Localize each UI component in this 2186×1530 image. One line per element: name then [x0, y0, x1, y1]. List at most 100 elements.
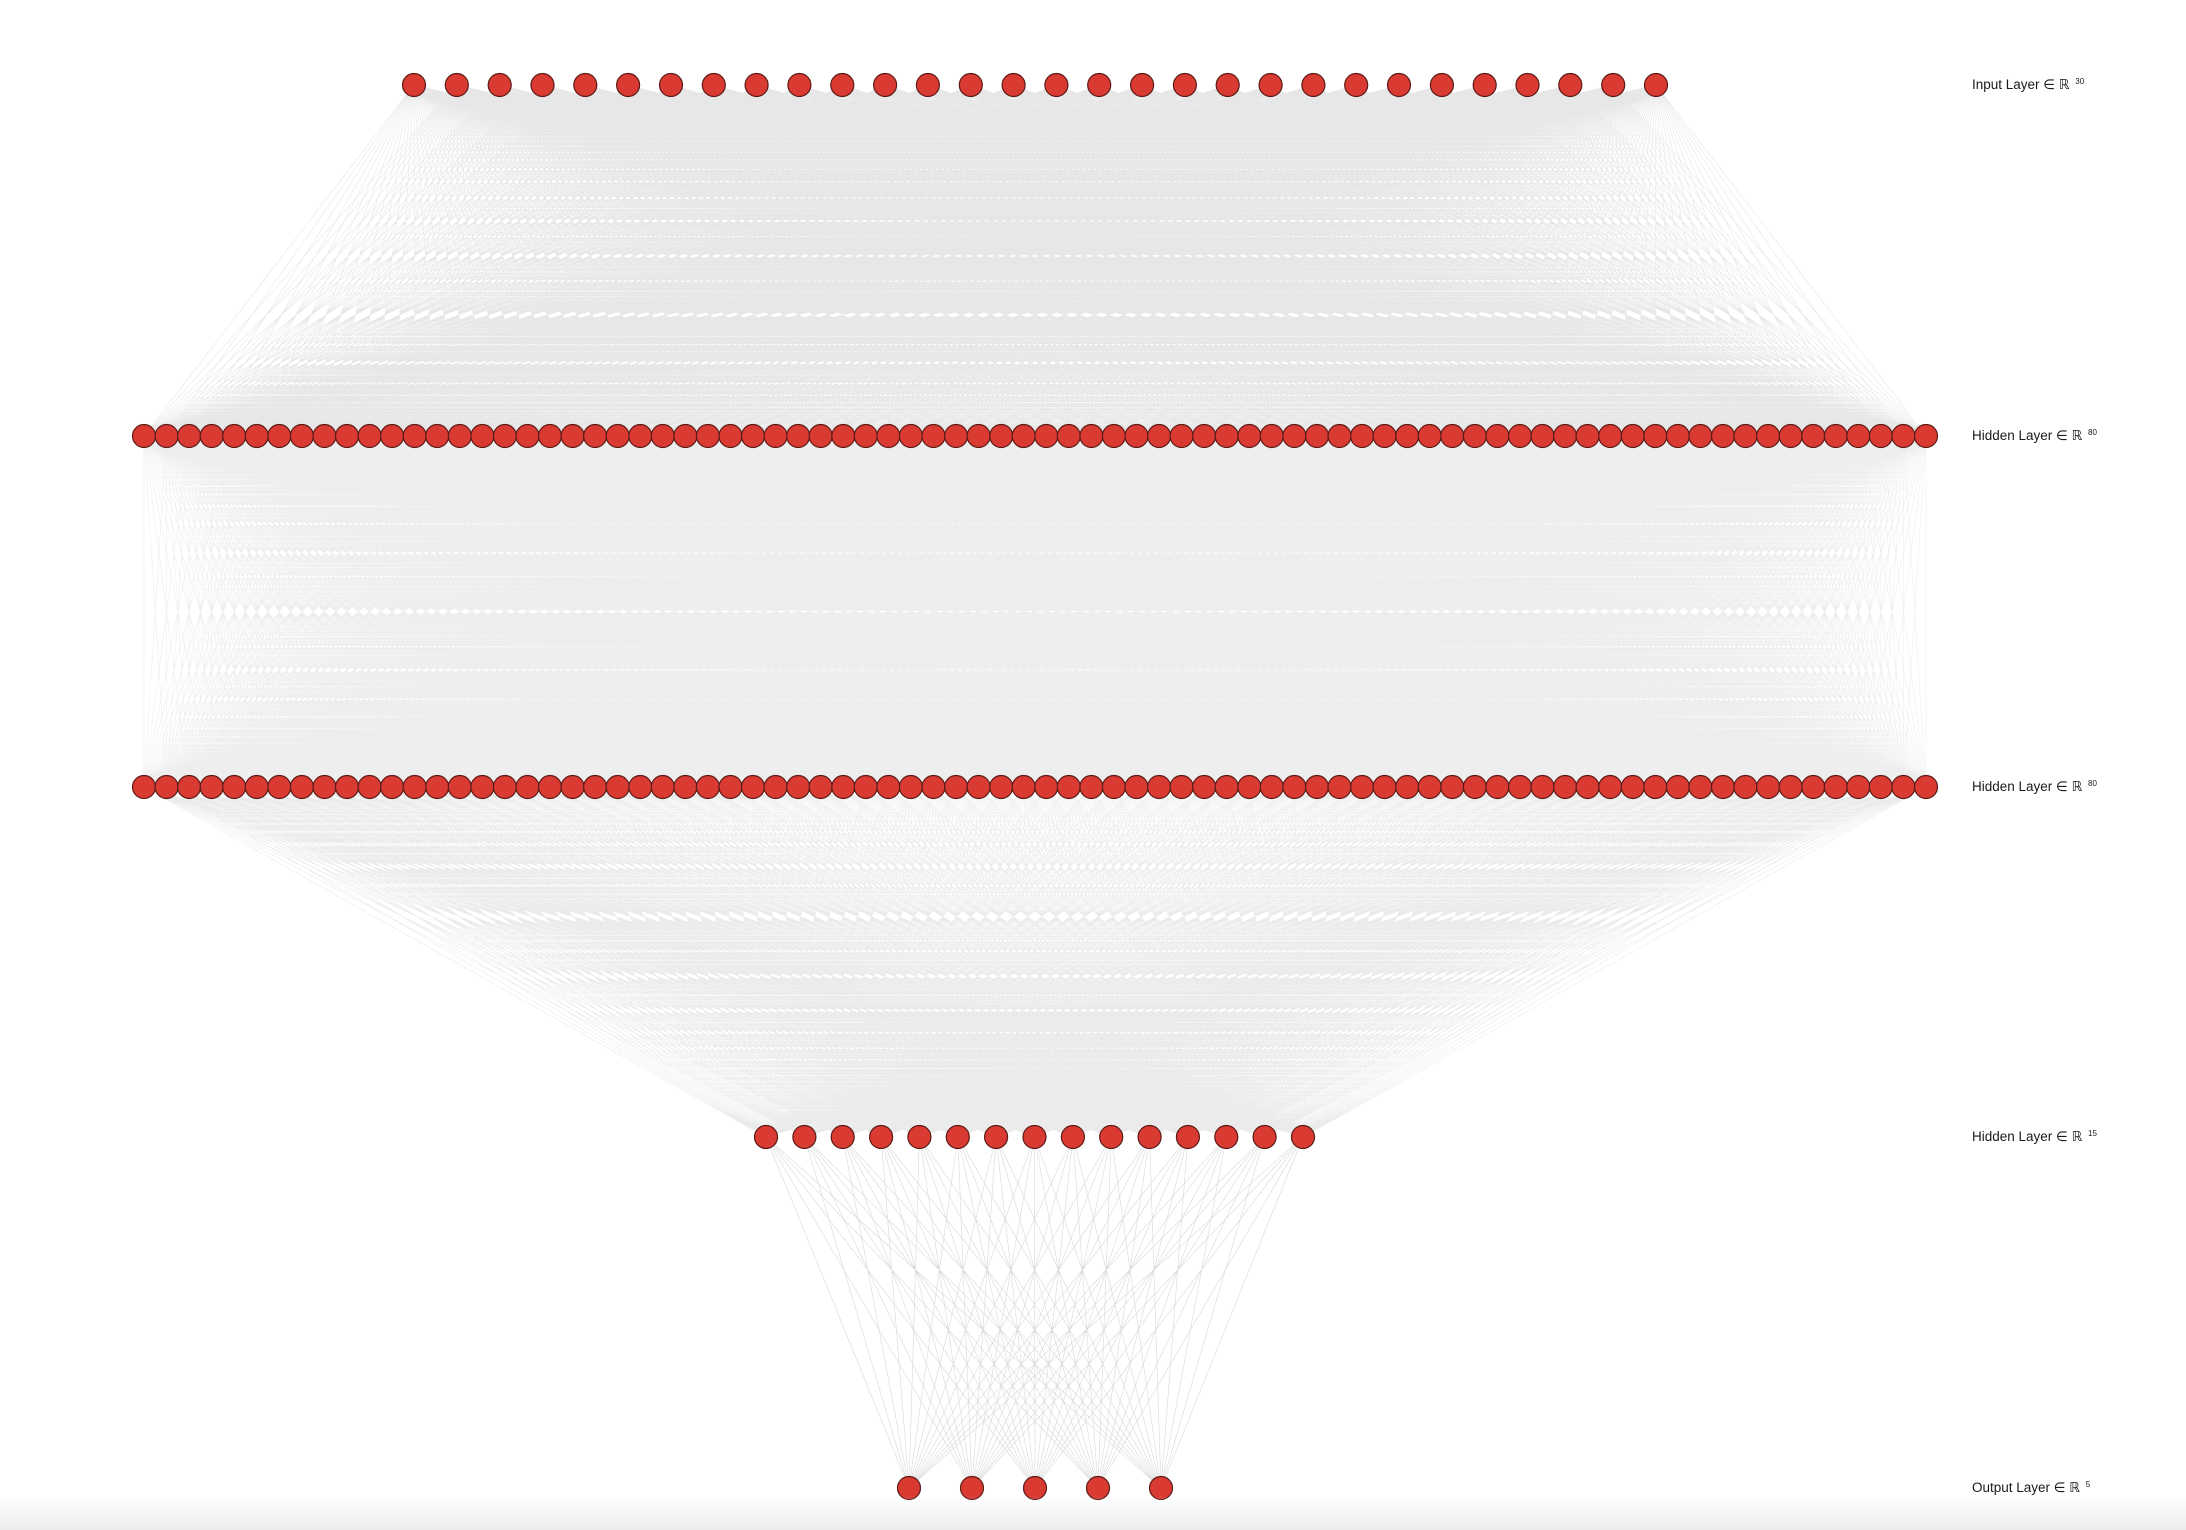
- node-hidden1-59: [1440, 423, 1465, 449]
- node-input-29: [1601, 72, 1626, 98]
- node-hidden2-41: [1034, 774, 1059, 800]
- node-hidden2-21: [582, 774, 608, 800]
- node-input-7: [658, 72, 684, 98]
- node-hidden1-58: [1417, 423, 1442, 449]
- node-hidden3-15: [1290, 1124, 1316, 1150]
- layer-label-input: Input Layer ∈ ℝ 30: [1972, 77, 2085, 92]
- node-hidden1-61: [1485, 423, 1510, 449]
- node-input-27: [1515, 72, 1540, 98]
- node-hidden2-40: [1011, 774, 1036, 800]
- layer-hidden2-nodes: [131, 774, 1939, 800]
- layer-label-hidden-2-dim: 80: [2088, 779, 2097, 788]
- node-hidden1-12: [380, 423, 405, 449]
- node-hidden2-63: [1530, 774, 1555, 800]
- node-hidden1-14: [425, 423, 450, 449]
- layer-label-output-dim: 5: [2086, 1480, 2091, 1489]
- layer-hidden1-nodes: [131, 423, 1939, 449]
- node-hidden2-62: [1507, 774, 1533, 800]
- node-hidden1-54: [1327, 423, 1352, 449]
- node-hidden1-76: [1823, 423, 1848, 449]
- node-hidden1-67: [1620, 423, 1645, 449]
- node-hidden1-8: [289, 423, 314, 449]
- edges-hidden2-to-hidden3: [143, 786, 1927, 1138]
- node-hidden1-46: [1146, 423, 1172, 449]
- node-hidden2-8: [289, 774, 314, 800]
- node-hidden1-6: [244, 423, 269, 449]
- node-hidden3-12: [1175, 1124, 1201, 1150]
- node-input-6: [615, 72, 641, 98]
- node-hidden2-12: [380, 774, 405, 800]
- node-hidden1-42: [1056, 423, 1081, 449]
- node-hidden1-73: [1755, 423, 1781, 449]
- node-hidden2-68: [1643, 774, 1668, 800]
- node-input-9: [744, 72, 769, 98]
- node-hidden1-22: [605, 423, 630, 449]
- layer-label-output: Output Layer ∈ ℝ 5: [1972, 1480, 2091, 1495]
- node-hidden2-43: [1079, 774, 1104, 800]
- node-hidden2-76: [1823, 774, 1848, 800]
- layer-label-input-dim: 30: [2075, 77, 2084, 86]
- node-hidden2-13: [402, 774, 427, 800]
- node-hidden2-3: [177, 774, 202, 800]
- edges-input-to-hidden1: [143, 84, 1927, 437]
- node-hidden1-30: [786, 423, 811, 449]
- node-hidden1-16: [470, 423, 495, 449]
- node-hidden2-29: [763, 774, 788, 800]
- node-hidden2-42: [1056, 774, 1081, 800]
- labels-group: Input Layer ∈ ℝ 30 Hidden Layer ∈ ℝ 80 H…: [1972, 77, 2097, 1495]
- node-hidden1-66: [1598, 423, 1623, 449]
- node-hidden2-66: [1598, 774, 1623, 800]
- node-hidden2-57: [1395, 774, 1420, 800]
- node-hidden2-44: [1101, 774, 1127, 800]
- node-hidden1-39: [989, 423, 1014, 449]
- node-hidden2-15: [447, 774, 472, 800]
- node-input-19: [1172, 72, 1198, 98]
- node-input-22: [1301, 72, 1326, 98]
- node-hidden1-47: [1169, 423, 1194, 449]
- bottom-shade: [0, 1496, 2186, 1530]
- node-hidden2-27: [718, 774, 743, 800]
- node-hidden1-75: [1801, 423, 1826, 449]
- node-hidden1-2: [154, 423, 179, 449]
- node-hidden1-51: [1259, 423, 1284, 449]
- node-hidden2-2: [154, 774, 179, 800]
- node-input-4: [530, 72, 555, 98]
- node-hidden2-24: [650, 774, 675, 800]
- layer-label-hidden-3: Hidden Layer ∈ ℝ 15: [1972, 1129, 2097, 1144]
- node-input-26: [1472, 72, 1497, 98]
- node-hidden2-58: [1417, 774, 1442, 800]
- node-hidden2-80: [1913, 774, 1939, 800]
- node-input-13: [915, 72, 941, 98]
- node-hidden1-44: [1101, 423, 1127, 449]
- node-hidden2-73: [1755, 774, 1781, 800]
- node-hidden2-48: [1192, 774, 1217, 800]
- node-hidden1-28: [740, 423, 766, 449]
- node-hidden1-35: [898, 423, 924, 449]
- node-input-3: [487, 72, 512, 98]
- node-input-25: [1429, 72, 1455, 98]
- node-hidden1-48: [1192, 423, 1217, 449]
- node-hidden1-31: [808, 423, 833, 449]
- node-hidden1-38: [966, 423, 991, 449]
- node-hidden1-70: [1688, 423, 1713, 449]
- edges-hidden3-to-output: [765, 1136, 1304, 1489]
- node-hidden1-19: [537, 423, 563, 449]
- node-hidden2-55: [1349, 774, 1375, 800]
- node-input-16: [1044, 72, 1069, 98]
- node-hidden1-52: [1282, 423, 1307, 449]
- node-hidden1-9: [312, 423, 337, 449]
- node-hidden2-59: [1440, 774, 1465, 800]
- node-hidden1-79: [1891, 423, 1916, 449]
- node-hidden2-5: [222, 774, 247, 800]
- node-hidden3-14: [1252, 1124, 1277, 1150]
- node-hidden1-72: [1733, 423, 1758, 449]
- layer-label-hidden-2: Hidden Layer ∈ ℝ 80: [1972, 779, 2097, 794]
- layer-label-hidden-1: Hidden Layer ∈ ℝ 80: [1972, 428, 2097, 443]
- node-hidden2-10: [334, 774, 360, 800]
- node-hidden2-38: [966, 774, 991, 800]
- node-input-2: [444, 72, 469, 98]
- node-hidden1-25: [673, 423, 698, 449]
- node-hidden2-36: [921, 774, 946, 800]
- node-hidden2-7: [267, 774, 292, 800]
